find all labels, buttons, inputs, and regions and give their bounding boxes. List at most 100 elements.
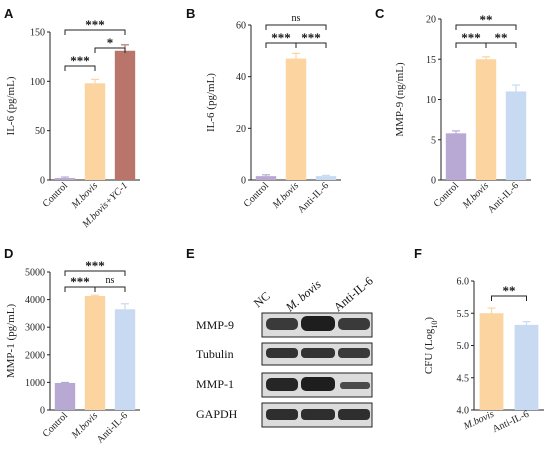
significance-bracket-a (64, 29, 126, 35)
significance-label-b: ns (292, 13, 301, 24)
bar-d-1 (84, 296, 106, 410)
bar-f-1 (514, 324, 539, 410)
significance-bracket-c (485, 42, 517, 48)
band-mmp9-anti-il6 (338, 318, 370, 330)
y-tick-label-c: 20 (426, 15, 436, 26)
bar-b-2 (315, 176, 337, 180)
y-axis-label-c: MMP-9 (ng/mL) (394, 62, 406, 137)
significance-label-c: *** (461, 30, 481, 45)
band-gapdh-anti-il6 (338, 409, 370, 420)
y-tick-label-f: 4.0 (457, 406, 470, 417)
y-tick-label-d: 1000 (25, 378, 45, 389)
bar-b-1 (285, 58, 307, 181)
significance-label-a: *** (70, 53, 90, 68)
y-tick-label-f: 5.0 (457, 341, 470, 352)
blot-column-mbovis: M. bovis (282, 277, 324, 315)
y-tick-label-f: 4.5 (457, 373, 470, 384)
band-mmp1-mbovis (301, 377, 335, 391)
bar-d-0 (54, 382, 76, 410)
significance-label-a: * (107, 35, 114, 50)
band-mmp1-nc (266, 378, 298, 391)
bar-d-2 (114, 309, 136, 410)
blot-column-anti-il6: Anti-IL-6 (331, 274, 376, 315)
bar-c-1 (475, 59, 497, 180)
bar-b-0 (255, 176, 277, 180)
panel-label-b: B (186, 6, 195, 21)
y-axis-label-subscript: 10 (430, 321, 439, 329)
y-tick-label-c: 5 (431, 135, 436, 146)
x-category-label-b: Anti-IL-6 (296, 180, 331, 215)
band-gapdh-mbovis (301, 409, 335, 420)
y-tick-label-d: 2000 (25, 350, 45, 361)
significance-bracket-b (295, 42, 327, 48)
significance-bracket-d (94, 286, 126, 292)
x-category-label-c: Control (432, 180, 462, 210)
significance-label-c: ** (495, 30, 508, 45)
x-category-label-f: Anti-IL-6 (491, 409, 531, 435)
significance-bracket-b (265, 24, 327, 30)
y-tick-label-c: 10 (426, 95, 436, 106)
y-tick-label-d: 3000 (25, 323, 45, 334)
western-blot: NC M. bovis Anti-IL-6 MMP-9 Tubulin MMP-… (196, 274, 376, 428)
significance-label-d: *** (70, 274, 90, 289)
y-axis-label-b: IL-6 (pg/mL) (205, 73, 217, 132)
band-mmp1-anti-il6 (340, 382, 370, 389)
significance-bracket-f (491, 295, 527, 301)
significance-label-c: ** (480, 12, 493, 27)
y-tick-label-a: 100 (30, 77, 45, 88)
y-tick-label-b: 0 (241, 176, 246, 187)
band-mmp9-mbovis (301, 316, 335, 331)
significance-label-d: ns (106, 275, 115, 286)
blot-column-nc: NC (251, 289, 273, 310)
y-tick-label-a: 0 (40, 176, 45, 187)
band-tubulin-anti-il6 (338, 348, 370, 358)
y-tick-label-d: 0 (40, 406, 45, 417)
significance-label-a: *** (85, 17, 105, 32)
bar-a-0 (54, 178, 76, 180)
panel-label-c: C (375, 6, 385, 21)
y-tick-label-f: 6.0 (457, 277, 470, 288)
x-category-label-c: Anti-IL-6 (486, 180, 521, 215)
blot-row-mmp9: MMP-9 (196, 318, 234, 332)
significance-label-f: ** (503, 283, 516, 298)
band-mmp9-nc (266, 318, 298, 330)
bar-c-2 (505, 91, 527, 180)
y-tick-label-b: 40 (236, 72, 246, 83)
panel-label-a: A (4, 6, 14, 21)
blot-row-tubulin: Tubulin (196, 347, 234, 361)
x-category-label-b: Control (242, 180, 272, 210)
chart-d-mmp1: 0 1000 2000 3000 4000 5000 MMP-1 (pg/mL) Contro… (5, 258, 140, 446)
y-axis-label-a: IL-6 (pg/mL) (5, 76, 17, 135)
x-category-label-a: Control (41, 180, 71, 210)
y-tick-label-a: 50 (35, 126, 45, 137)
significance-bracket-d (64, 270, 126, 276)
blot-row-mmp1: MMP-1 (196, 377, 234, 391)
significance-bracket-c (455, 24, 517, 30)
band-tubulin-nc (266, 348, 298, 358)
band-tubulin-mbovis (301, 348, 335, 358)
band-gapdh-nc (266, 409, 298, 420)
panel-label-d: D (4, 246, 13, 261)
y-tick-label-d: 5000 (25, 268, 45, 279)
y-tick-label-a: 150 (30, 28, 45, 39)
bar-a-2 (114, 50, 136, 180)
x-category-label-d: Anti-IL-6 (95, 410, 130, 445)
significance-bracket-a (94, 47, 126, 53)
x-category-label-d: Control (41, 410, 71, 440)
significance-label-b: *** (301, 30, 321, 45)
panel-label-e: E (186, 246, 195, 261)
significance-label-d: *** (85, 258, 105, 273)
panel-label-f: F (414, 246, 422, 261)
y-tick-label-d: 4000 (25, 295, 45, 306)
y-tick-label-c: 0 (431, 176, 436, 187)
significance-label-b: *** (271, 30, 291, 45)
y-tick-label-f: 5.5 (457, 309, 470, 320)
significance-bracket-a (64, 65, 96, 71)
bar-a-1 (84, 83, 106, 180)
y-tick-label-c: 15 (426, 55, 436, 66)
